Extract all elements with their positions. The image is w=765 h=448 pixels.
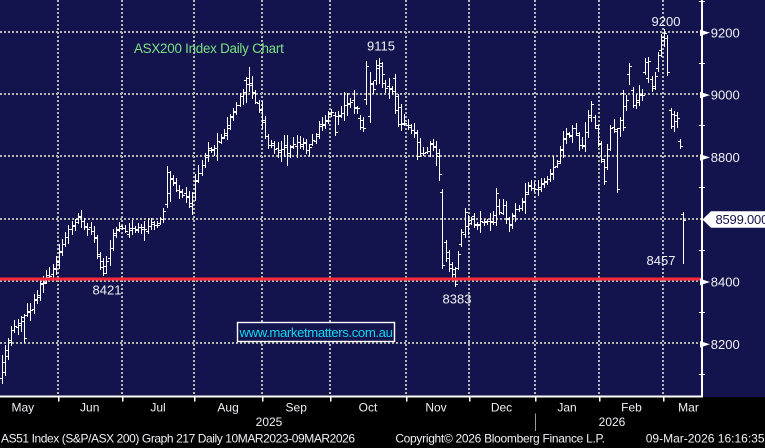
svg-text:Aug: Aug (217, 401, 238, 415)
svg-text:Mar: Mar (678, 401, 699, 415)
svg-text:8200: 8200 (711, 337, 740, 352)
svg-text:8457: 8457 (647, 253, 676, 268)
svg-text:8383: 8383 (443, 292, 472, 307)
svg-text:09-Mar-2026 16:16:35: 09-Mar-2026 16:16:35 (646, 432, 765, 446)
svg-text:2025: 2025 (256, 415, 283, 429)
svg-text:Feb: Feb (621, 401, 642, 415)
svg-text:Jun: Jun (80, 401, 99, 415)
svg-text:9115: 9115 (367, 39, 395, 54)
svg-text:ASX200 Index Daily Chart: ASX200 Index Daily Chart (134, 41, 284, 56)
svg-text:8800: 8800 (711, 150, 740, 165)
svg-text:Jul: Jul (150, 401, 165, 415)
svg-text:8599.000: 8599.000 (716, 212, 765, 227)
svg-text:8400: 8400 (711, 275, 740, 290)
svg-text:www.marketmatters.com.au: www.marketmatters.com.au (238, 325, 392, 340)
svg-text:Sep: Sep (286, 401, 308, 415)
svg-text:Nov: Nov (425, 401, 446, 415)
svg-text:AS51 Index (S&P/ASX 200) Graph: AS51 Index (S&P/ASX 200) Graph 217 Daily… (1, 432, 355, 446)
svg-text:May: May (11, 401, 34, 415)
svg-text:9000: 9000 (711, 88, 740, 103)
svg-text:Jan: Jan (557, 401, 576, 415)
svg-text:9200: 9200 (652, 14, 681, 29)
svg-text:8421: 8421 (93, 283, 122, 298)
svg-text:Oct: Oct (359, 401, 378, 415)
svg-text:Dec: Dec (491, 401, 512, 415)
svg-text:2026: 2026 (599, 415, 626, 429)
svg-text:9200: 9200 (711, 25, 740, 40)
svg-text:Copyright© 2026 Bloomberg Fina: Copyright© 2026 Bloomberg Finance L.P. (395, 432, 604, 446)
